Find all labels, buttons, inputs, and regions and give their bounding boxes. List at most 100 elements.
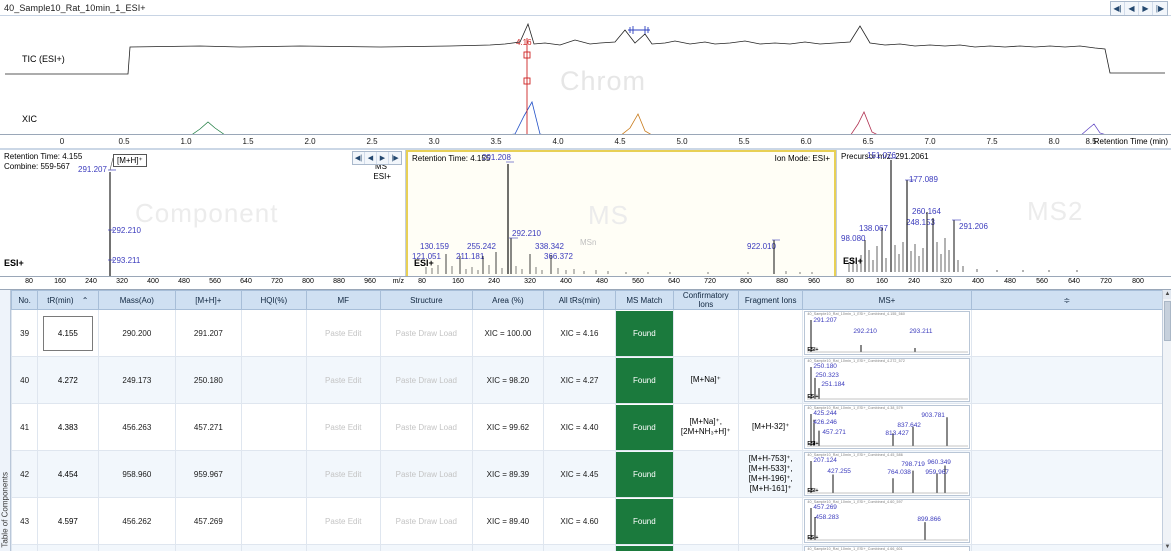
col-header-menu[interactable]: ≑: [970, 290, 1164, 310]
cell-retention-time[interactable]: 4.383: [37, 403, 99, 451]
nav-first-icon[interactable]: ◀|: [1111, 2, 1125, 15]
cell-mh[interactable]: 250.180: [175, 356, 242, 404]
component-nav-prev-icon[interactable]: ◀: [365, 152, 377, 164]
cell-mf[interactable]: Paste Edit: [306, 403, 381, 451]
cell-confirmatory-ions[interactable]: [672, 450, 739, 498]
col-header-structure[interactable]: Structure: [379, 290, 474, 310]
col-header-tr[interactable]: tR(min) ⌃: [37, 290, 99, 310]
selected-cell[interactable]: 4.155: [42, 315, 93, 351]
cell-ms-match[interactable]: Found: [615, 544, 674, 551]
cell-hqi[interactable]: [240, 544, 308, 551]
mini-spectrum[interactable]: 40_Sample10_Rat_10min_1_ESI+_Combined_4.…: [804, 452, 970, 496]
cell-confirmatory-ions[interactable]: [M+Na]⁺: [672, 356, 739, 404]
mini-spectrum[interactable]: 40_Sample10_Rat_10min_1_ESI+_Combined_4.…: [804, 311, 970, 355]
cell-all-trs[interactable]: XIC = 4.27: [542, 356, 617, 404]
nav-next-icon[interactable]: ▶: [1139, 2, 1153, 15]
cell-ms-plus-spectrum[interactable]: 40_Sample10_Rat_10min_1_ESI+_Combined_4.…: [802, 450, 972, 498]
cell-structure[interactable]: Paste Draw Load: [379, 497, 474, 545]
cell-retention-time[interactable]: 4.272: [37, 356, 99, 404]
cell-ms-plus-spectrum[interactable]: 40_Sample10_Rat_10min_1_ESI+_Combined_4.…: [802, 356, 972, 404]
cell-mass[interactable]: 249.173: [97, 356, 177, 404]
cell-all-trs[interactable]: XIC = 4.60: [542, 497, 617, 545]
cell-mass[interactable]: 290.200: [97, 309, 177, 357]
scroll-up-icon[interactable]: ▲: [1163, 290, 1171, 299]
component-spectrum-panel[interactable]: Component Retention Time: 4.155 Combine:…: [0, 150, 406, 288]
cell-structure[interactable]: Paste Draw Load: [379, 450, 474, 498]
cell-mf[interactable]: Paste Edit: [306, 356, 381, 404]
cell-ms-plus-spectrum[interactable]: 40_Sample10_Rat_10min_1_ESI+_Combined_4.…: [802, 403, 972, 451]
component-nav-first-icon[interactable]: ◀|: [353, 152, 365, 164]
col-header-mh[interactable]: [M+H]+: [175, 290, 242, 310]
table-row[interactable]: 42 4.454 958.960 959.967 Paste Edit Paste Dra…: [10, 450, 1164, 498]
cell-hqi[interactable]: [240, 403, 308, 451]
cell-fragment-ions[interactable]: [M+H-753]⁺, [M+H-533]⁺, [M+H-196]⁺, [M+H-16…: [737, 450, 804, 498]
cell-retention-time[interactable]: [37, 544, 99, 551]
cell-all-trs[interactable]: [542, 544, 617, 551]
scroll-down-icon[interactable]: ▼: [1163, 543, 1171, 551]
col-header-no[interactable]: No.: [10, 290, 39, 310]
col-header-confirmatory-ions[interactable]: Confirmatory Ions: [672, 290, 739, 310]
column-options-icon[interactable]: ≑: [1063, 295, 1071, 305]
col-header-ms-plus[interactable]: MS+: [802, 290, 972, 310]
cell-mass[interactable]: [97, 544, 177, 551]
cell-mh[interactable]: 291.207: [175, 309, 242, 357]
cell-retention-time[interactable]: 4.454: [37, 450, 99, 498]
component-nav-last-icon[interactable]: |▶: [389, 152, 401, 164]
component-nav-next-icon[interactable]: ▶: [377, 152, 389, 164]
cell-confirmatory-ions[interactable]: [672, 497, 739, 545]
table-row[interactable]: 39 4.155 290.200 291.207 Paste Edit Paste Dra…: [10, 309, 1164, 357]
cell-area[interactable]: [472, 544, 544, 551]
cell-retention-time[interactable]: 4.597: [37, 497, 99, 545]
scrollbar-thumb[interactable]: [1164, 301, 1171, 341]
cell-confirmatory-ions[interactable]: [672, 544, 739, 551]
cell-mass[interactable]: 958.960: [97, 450, 177, 498]
cell-mf[interactable]: Paste Edit: [306, 497, 381, 545]
cell-mh[interactable]: 457.269: [175, 497, 242, 545]
cell-hqi[interactable]: [240, 356, 308, 404]
cell-hqi[interactable]: [240, 450, 308, 498]
cell-ms-match[interactable]: Found: [615, 403, 674, 451]
mini-spectrum[interactable]: 40_Sample10_Rat_10min_1_ESI+_Combined_4.…: [804, 405, 970, 449]
cell-mf[interactable]: [306, 544, 381, 551]
chromatogram-panel[interactable]: Chrom TIC (ESI+) XIC 4.16: [0, 16, 1171, 134]
cell-mf[interactable]: Paste Edit: [306, 450, 381, 498]
cell-ms-match[interactable]: Found: [615, 450, 674, 498]
ms2-spectrum-panel[interactable]: MS2 Precursor m/z: 291.2061 ESI+ 151.076…: [836, 150, 1171, 288]
cell-hqi[interactable]: [240, 497, 308, 545]
ms-spectrum-panel[interactable]: MS Retention Time: 4.155 Ion Mode: ESI+ …: [406, 150, 836, 288]
component-nav-buttons[interactable]: ◀| ◀ ▶ |▶: [352, 151, 402, 165]
cell-ms-plus-spectrum[interactable]: 40_Sample10_Rat_10min_1_ESI+_Combined_4.…: [802, 309, 972, 357]
table-of-components-tab[interactable]: Table of Components: [0, 290, 11, 551]
cell-area[interactable]: XIC = 99.62: [472, 403, 544, 451]
nav-last-icon[interactable]: |▶: [1153, 2, 1167, 15]
cell-ms-plus-spectrum[interactable]: 40_Sample10_Rat_10min_1_ESI+_Combined_4.…: [802, 544, 972, 551]
col-header-fragment-ions[interactable]: Fragment Ions: [737, 290, 804, 310]
cell-all-trs[interactable]: XIC = 4.40: [542, 403, 617, 451]
cell-structure[interactable]: Paste Draw Load: [379, 309, 474, 357]
cell-hqi[interactable]: [240, 309, 308, 357]
col-header-ms-match[interactable]: MS Match: [615, 290, 674, 310]
cell-structure[interactable]: [379, 544, 474, 551]
cell-area[interactable]: XIC = 98.20: [472, 356, 544, 404]
cell-fragment-ions[interactable]: [737, 309, 804, 357]
cell-mh[interactable]: [175, 544, 242, 551]
mini-spectrum[interactable]: 40_Sample10_Rat_10min_1_ESI+_Combined_4.…: [804, 358, 970, 402]
col-header-mass[interactable]: Mass(Ao): [97, 290, 177, 310]
cell-fragment-ions[interactable]: [M+H-32]⁺: [737, 403, 804, 451]
cell-structure[interactable]: Paste Draw Load: [379, 356, 474, 404]
cell-ms-plus-spectrum[interactable]: 40_Sample10_Rat_10min_1_ESI+_Combined_4.…: [802, 497, 972, 545]
cell-confirmatory-ions[interactable]: [672, 309, 739, 357]
col-header-all-trs[interactable]: All tRs(min): [542, 290, 617, 310]
table-row[interactable]: 40 4.272 249.173 250.180 Paste Edit Paste Dra…: [10, 356, 1164, 404]
table-row[interactable]: 41 4.383 456.263 457.271 Paste Edit Paste Dra…: [10, 403, 1164, 451]
cell-confirmatory-ions[interactable]: [M+Na]⁺, [2M+NH₃+H]⁺: [672, 403, 739, 451]
cell-ms-match[interactable]: Found: [615, 497, 674, 545]
cell-fragment-ions[interactable]: [M+H-691]⁺,: [737, 544, 804, 551]
col-header-mf[interactable]: MF: [306, 290, 381, 310]
cell-mf[interactable]: Paste Edit: [306, 309, 381, 357]
horizontal-splitter[interactable]: [0, 148, 1171, 151]
cell-area[interactable]: XIC = 89.39: [472, 450, 544, 498]
col-header-hqi[interactable]: HQI(%): [240, 290, 308, 310]
cell-structure[interactable]: Paste Draw Load: [379, 403, 474, 451]
cell-all-trs[interactable]: XIC = 4.16: [542, 309, 617, 357]
